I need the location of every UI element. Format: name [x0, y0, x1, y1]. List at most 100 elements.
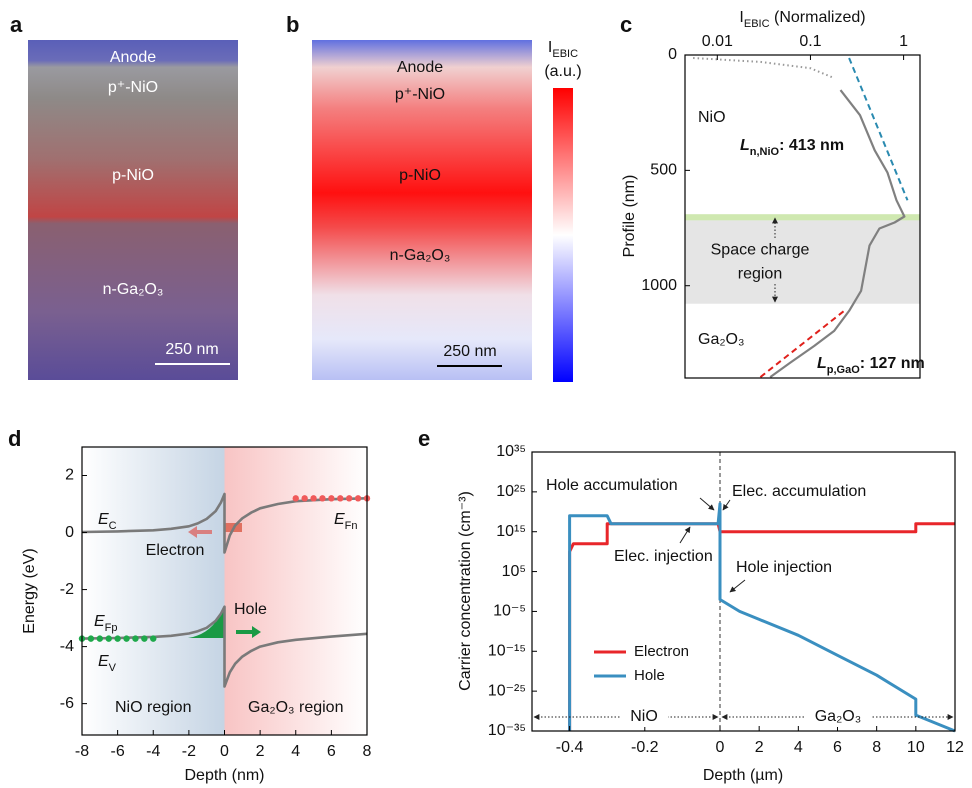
pointer	[730, 580, 745, 592]
x-tick-label: 4	[794, 739, 803, 756]
x-tick-label: 6	[833, 739, 842, 756]
y-tick-label: 1000	[641, 277, 677, 294]
marker-dot	[106, 635, 112, 641]
panel-label: e	[418, 426, 430, 451]
y-tick-label: -4	[60, 638, 74, 655]
label-part: : 127 nm	[860, 355, 925, 372]
y-tick-label: 10⁻³⁵	[488, 722, 526, 739]
marker-dot	[301, 495, 307, 501]
marker-dot	[319, 495, 325, 501]
y-tick-label: 500	[650, 162, 677, 179]
label-part: : 413 nm	[779, 137, 844, 154]
region-label: Ga₂O₃ region	[248, 699, 343, 716]
annotation: Ga₂O₃	[698, 331, 745, 348]
marker-dot	[132, 635, 138, 641]
layer-label: Anode	[397, 59, 443, 76]
subscript: V	[109, 662, 117, 674]
y-tick-label: 10³⁵	[496, 443, 526, 460]
layer-label: p⁺-NiO	[395, 86, 445, 103]
y-axis-label: Profile (nm)	[621, 175, 638, 258]
marker-dot	[310, 495, 316, 501]
region	[685, 214, 920, 220]
subscript: EBIC	[744, 18, 770, 30]
subscript: C	[109, 520, 117, 532]
marker-dot	[337, 495, 343, 501]
marker-dot	[123, 635, 129, 641]
marker-dot	[114, 635, 120, 641]
marker-dot	[346, 495, 352, 501]
annotation: Elec. accumulation	[732, 483, 866, 500]
colorbar-label: IEBIC	[548, 39, 578, 60]
colorbar-unit: (a.u.)	[544, 63, 581, 80]
y-axis-label: Energy (eV)	[21, 548, 38, 633]
x-tick-label: 0	[220, 743, 229, 760]
x-tick-label: 4	[291, 743, 300, 760]
subscript: Fn	[345, 520, 358, 532]
y-tick-label: 0	[65, 524, 74, 541]
figure: a Anode p⁺-NiO p-NiO n-Ga₂O₃ 250 nm b An…	[0, 0, 972, 788]
x-tick-label: 10	[907, 739, 925, 756]
marker-dot	[328, 495, 334, 501]
x-tick-label: -8	[75, 743, 89, 760]
y-tick-label: 10⁻²⁵	[488, 682, 526, 699]
label-part: (Normalized)	[770, 9, 866, 26]
marker-dot	[150, 635, 156, 641]
pointer	[723, 500, 730, 510]
layer-label: n-Ga₂O₃	[103, 281, 164, 298]
label-part: E	[98, 653, 109, 670]
subscript: n,NiO	[750, 146, 780, 158]
y-tick-label: 10⁵	[502, 563, 526, 580]
label-part: E	[334, 511, 345, 528]
region-label: NiO region	[115, 699, 191, 716]
label-part: E	[98, 511, 109, 528]
label-part: L	[740, 137, 750, 154]
x-tick-label: -2	[182, 743, 196, 760]
x-tick-label: 8	[872, 739, 881, 756]
x-tick-label: 8	[363, 743, 372, 760]
colorbar	[553, 88, 573, 382]
region-label: NiO	[630, 708, 658, 725]
x-tick-label: -4	[146, 743, 160, 760]
subscript: Fp	[105, 622, 118, 634]
x-tick-label: 0.1	[799, 33, 821, 50]
marker-dot	[141, 635, 147, 641]
x-tick-label: -6	[111, 743, 125, 760]
panel-label: a	[10, 12, 23, 37]
x-tick-label: -0.4	[556, 739, 584, 756]
x-tick-label: 6	[327, 743, 336, 760]
page: {"images": [ {"panel_label": "a", "label…	[0, 0, 972, 788]
data-line	[693, 58, 834, 78]
scale-bar-label: 250 nm	[443, 343, 496, 360]
x-tick-label: -0.2	[631, 739, 659, 756]
x-tick-label: 0	[716, 739, 725, 756]
region	[685, 220, 920, 303]
pointer	[700, 498, 714, 510]
region-label: Space charge	[711, 241, 810, 258]
rich-label: IEBIC (Normalized)	[739, 9, 865, 30]
panel-label: d	[8, 426, 21, 451]
region	[82, 447, 225, 735]
x-axis-label: Depth (µm)	[703, 767, 783, 784]
annotation: Hole accumulation	[546, 477, 678, 494]
marker-dot	[293, 495, 299, 501]
arrow-label: Hole	[234, 601, 267, 618]
x-axis-label: Depth (nm)	[184, 767, 264, 784]
annotation: Hole injection	[736, 559, 832, 576]
x-tick-label: 2	[755, 739, 764, 756]
legend-label: Electron	[634, 643, 689, 660]
y-tick-label: 10⁻¹⁵	[488, 643, 526, 660]
data-line	[570, 504, 955, 731]
pointer	[680, 527, 690, 543]
layer-label: p-NiO	[112, 167, 154, 184]
annotation: NiO	[698, 109, 726, 126]
marker-dot	[355, 495, 361, 501]
rich-label: Ln,NiO: 413 nm	[740, 137, 844, 158]
y-axis-label: Carrier concentration (cm⁻³)	[457, 491, 474, 691]
y-tick-label: -2	[60, 581, 74, 598]
annotation: Elec. injection	[614, 548, 713, 565]
layer-label: n-Ga₂O₃	[390, 247, 451, 264]
layer-label: Anode	[110, 49, 156, 66]
data-line	[849, 58, 907, 200]
layer-label: p⁺-NiO	[108, 79, 158, 96]
y-tick-label: 10⁻⁵	[493, 603, 526, 620]
